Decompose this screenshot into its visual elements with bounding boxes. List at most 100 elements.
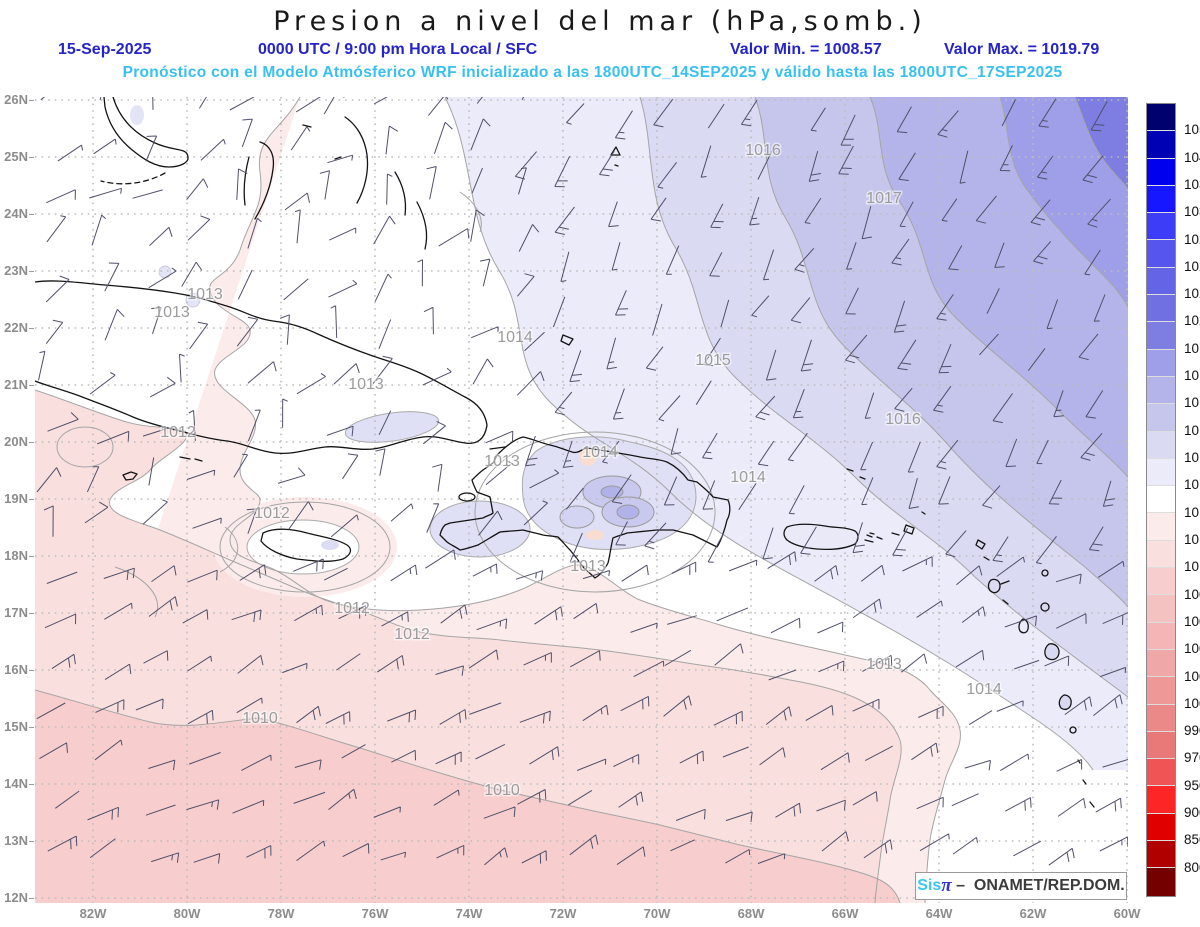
wind-barb [149,376,176,398]
contour-label: 1014 [730,469,766,486]
wind-barb [47,412,79,432]
wind-barb [1037,155,1054,180]
colorbar-cell [1147,295,1175,323]
wind-barb [608,201,619,228]
lat-tick-label: 14N [4,776,28,791]
colorbar-cell [1147,213,1175,241]
lat-tick [29,213,34,215]
coastline-hispaniola [439,436,731,579]
wind-barb [135,698,164,711]
wind-barb [1084,249,1101,276]
wind-barb [233,453,249,478]
wind-barb [1030,199,1051,226]
wind-barb [665,245,680,275]
low-ring-3 [559,505,595,529]
band-1018-1019 [1000,97,1128,307]
coastline-vieques [864,532,875,543]
wind-barb [391,749,416,763]
wind-barb [516,371,545,396]
wind-barb [1033,241,1052,265]
lat-tick-label: 20N [4,434,28,449]
coastline-bahamas-eleuthera [344,116,369,204]
lat-tick [29,498,34,500]
colorbar-cell [1147,813,1175,842]
colorbar-cell [1147,185,1175,214]
wind-barb [804,197,822,224]
wind-barb [667,615,697,625]
wind-barb [296,705,321,724]
wind-barb [435,751,462,765]
wind-barb [189,321,209,350]
colorbar-cell [1147,841,1175,869]
colorbar-tick-label: 1004 [1184,641,1200,657]
wind-barb [142,499,168,525]
wind-barb [979,333,999,356]
wind-barb [846,242,857,270]
wind-barb [104,663,132,681]
coastline-florida [103,96,189,168]
wind-barb [529,746,560,765]
coastline-bahamas-andros [243,141,275,220]
wind-barb [916,796,944,810]
wind-barb [189,752,221,765]
wind-barb [104,262,120,292]
coastline-islet-2 [1040,602,1050,612]
wind-barb [241,754,272,771]
colorbar-cell [1147,540,1175,569]
wind-barb [728,559,758,572]
colorbar-cell [1147,458,1175,487]
colorbar-tick-label: 1013 [1184,504,1200,520]
wind-barb [570,650,601,668]
coastline-turks [846,468,866,480]
coastline-gonave [458,492,476,502]
colorbar-tick-label: 1015 [1184,450,1200,466]
wind-barb [1000,753,1030,772]
wind-barb [861,206,872,240]
colorbar [1146,103,1176,897]
wind-barb [294,759,322,770]
wind-barb [800,526,817,555]
wind-barb [569,532,583,563]
wind-barb [613,753,640,768]
wind-barb [852,698,880,712]
wind-barb [279,314,290,345]
wind-barb [1004,797,1032,812]
wind-barb [1014,659,1040,670]
wind-barb [554,391,573,416]
wind-barb [1097,560,1125,578]
wind-barb [132,189,163,199]
wind-barb [602,440,620,464]
wind-barb [765,706,792,725]
low-core-1 [600,485,624,499]
wind-barb [964,759,991,771]
colorbar-cell [1147,677,1175,705]
wind-barb [618,791,644,808]
wind-barb [237,655,264,674]
wind-barb [645,346,664,371]
colorbar-tick-label: 900 [1184,805,1200,821]
contour-label: 1013 [570,558,606,575]
lon-tick-label: 62W [1019,906,1047,921]
wind-barb [1005,438,1018,468]
lat-tick-label: 26N [4,92,28,107]
wind-barb [710,203,724,229]
wind-barb [1100,666,1127,678]
wind-barb [148,759,176,771]
wind-barb [94,739,123,761]
lat-tick [29,897,34,899]
colorbar-cell [1147,131,1175,159]
wind-barb [483,806,516,819]
wind-barb [860,441,874,471]
wind-barb [573,602,599,620]
wind-barb [945,530,967,558]
wind-barb [372,355,393,384]
wind-barb [664,649,692,666]
colorbar-tick-label: 1012 [1184,531,1200,547]
coastline-islet-1 [1041,569,1049,577]
wind-barb [518,167,527,195]
colorbar-cell [1147,759,1175,787]
colorbar-cell [1147,568,1175,596]
wind-barb [852,598,882,619]
wind-barb [440,604,468,624]
wind-barb [1088,526,1104,552]
